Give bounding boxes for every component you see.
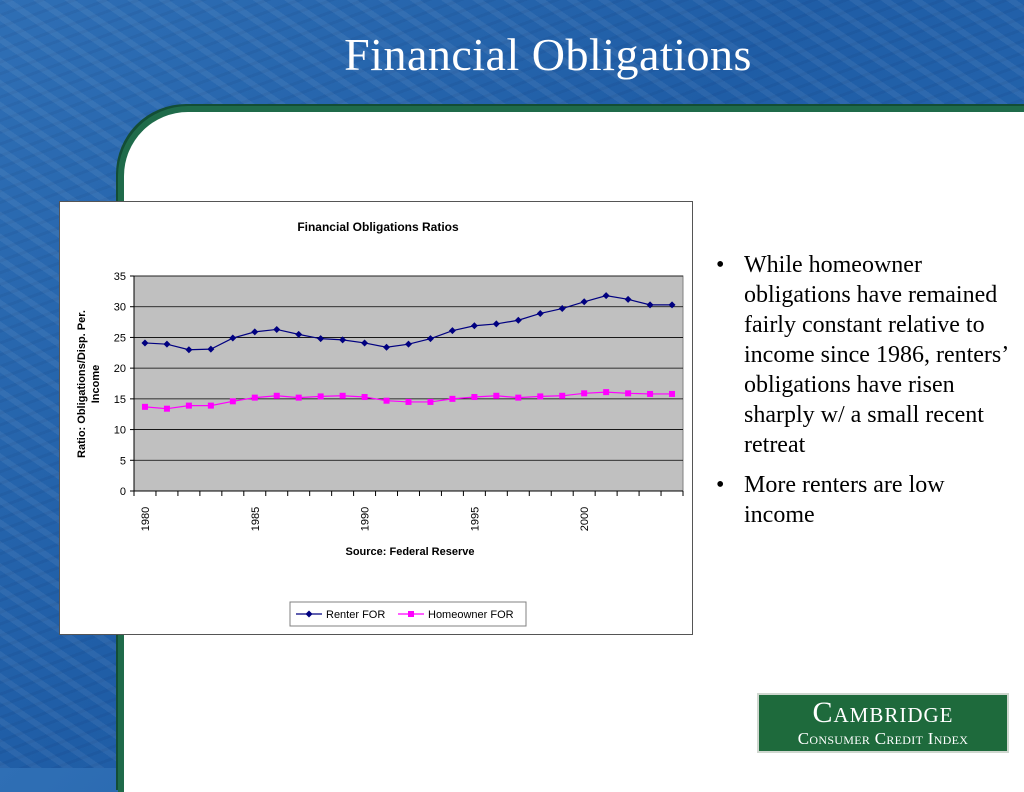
chart-container: Financial Obligations Ratios Ratio: Obli… xyxy=(59,201,693,635)
data-point xyxy=(339,392,346,399)
x-tick-label: 2000 xyxy=(579,507,591,531)
bullet-text: While homeowner obligations have remaine… xyxy=(744,252,1008,458)
data-point xyxy=(295,330,303,338)
y-tick-label: 30 xyxy=(114,302,126,314)
data-point xyxy=(603,389,610,396)
data-point xyxy=(669,390,676,397)
data-point xyxy=(361,394,368,401)
data-point xyxy=(646,301,654,309)
data-point xyxy=(361,339,369,347)
data-point xyxy=(251,328,259,336)
bullet-item: • More renters are low income xyxy=(712,470,1012,530)
data-point xyxy=(207,402,214,409)
legend-marker xyxy=(408,611,414,617)
data-point xyxy=(581,390,588,397)
data-point xyxy=(229,398,236,405)
data-point xyxy=(514,316,522,324)
cambridge-logo: Cambridge Consumer Credit Index xyxy=(757,693,1009,753)
data-point xyxy=(317,393,324,400)
bullet-item: • While homeowner obligations have remai… xyxy=(712,250,1012,460)
data-point xyxy=(273,392,280,399)
data-point xyxy=(405,398,412,405)
y-tick-label: 10 xyxy=(114,425,126,437)
data-point xyxy=(647,390,654,397)
data-point xyxy=(383,343,391,351)
data-point xyxy=(273,325,281,333)
data-point xyxy=(493,392,500,399)
y-tick-label: 20 xyxy=(114,363,126,375)
y-axis-label-line: Ratio: Obligations/Disp. Per. xyxy=(76,310,88,458)
logo-tagline: Consumer Credit Index xyxy=(797,729,969,748)
data-point xyxy=(580,298,588,306)
data-point xyxy=(515,394,522,401)
slide-title: Financial Obligations xyxy=(344,29,752,80)
data-point xyxy=(559,392,566,399)
data-point xyxy=(251,394,258,401)
data-point xyxy=(229,334,237,342)
y-axis-label-line: Income xyxy=(90,365,102,404)
bullet-dot: • xyxy=(716,472,725,498)
x-axis-label: Source: Federal Reserve xyxy=(345,546,474,558)
chart-title: Financial Obligations Ratios xyxy=(297,220,459,234)
bullet-text: More renters are low income xyxy=(744,472,945,528)
x-tick-label: 1990 xyxy=(360,507,372,531)
data-point xyxy=(427,398,434,405)
line-chart: Financial Obligations Ratios Ratio: Obli… xyxy=(76,220,684,627)
logo-line-2: Consumer Credit Index xyxy=(759,729,1007,749)
legend: Renter FOR Homeowner FOR xyxy=(289,601,527,627)
bullet-list: • While homeowner obligations have remai… xyxy=(712,250,1012,540)
data-point xyxy=(492,320,500,328)
data-point xyxy=(536,309,544,317)
data-point xyxy=(207,345,215,353)
logo-line-1: Cambridge xyxy=(759,697,1007,729)
data-point xyxy=(141,403,148,410)
data-point xyxy=(449,395,456,402)
legend-label: Renter FOR xyxy=(326,609,385,621)
x-tick-label: 1980 xyxy=(140,507,152,531)
data-point xyxy=(185,346,193,354)
y-tick-label: 5 xyxy=(120,455,126,467)
y-tick-label: 35 xyxy=(114,271,126,283)
x-tick-label: 1985 xyxy=(250,507,262,531)
data-point xyxy=(163,405,170,412)
data-point xyxy=(383,397,390,404)
data-point xyxy=(295,394,302,401)
plot-background xyxy=(133,275,684,492)
data-point xyxy=(602,292,610,300)
data-point xyxy=(537,393,544,400)
data-point xyxy=(405,340,412,348)
data-point xyxy=(163,340,171,348)
data-point xyxy=(470,322,478,330)
logo-wordmark: Cambridge xyxy=(812,696,954,729)
data-point xyxy=(185,402,192,409)
data-point xyxy=(668,301,676,309)
data-point xyxy=(339,336,347,344)
data-point xyxy=(317,335,325,343)
data-point xyxy=(426,335,434,343)
data-point xyxy=(141,339,149,347)
data-point xyxy=(448,327,456,335)
data-point xyxy=(625,390,632,397)
data-point xyxy=(471,394,478,401)
data-point xyxy=(558,305,566,313)
y-tick-label: 15 xyxy=(114,394,126,406)
plot-area: 0 5 10 15 20 25 30 35 1980 1985 1990 1995 2000 xyxy=(114,271,684,531)
y-tick-label: 0 xyxy=(120,486,126,498)
legend-label: Homeowner FOR xyxy=(428,609,514,621)
legend-marker xyxy=(305,610,313,618)
bullet-dot: • xyxy=(716,252,725,278)
y-tick-label: 25 xyxy=(114,332,126,344)
x-tick-label: 1995 xyxy=(469,507,481,531)
data-point xyxy=(624,295,632,303)
y-axis-label: Ratio: Obligations/Disp. Per. Income xyxy=(76,310,102,458)
